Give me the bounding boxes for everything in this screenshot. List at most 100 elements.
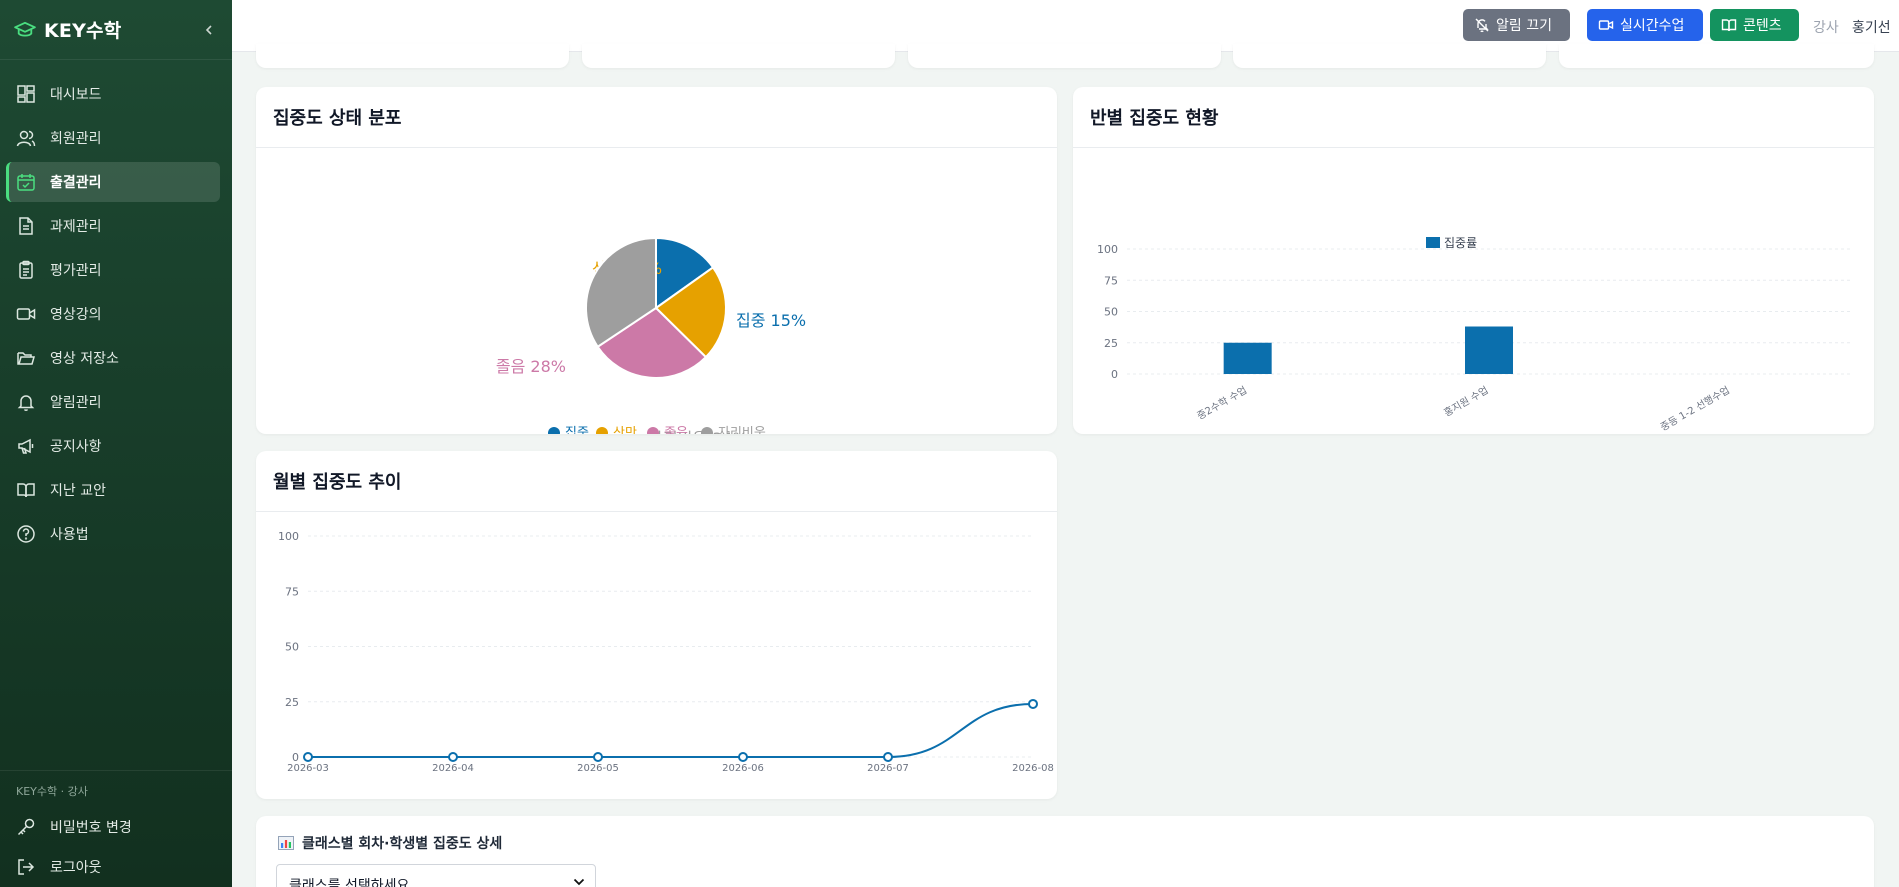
dashboard-icon — [17, 85, 35, 103]
y-tick-label: 75 — [285, 585, 299, 598]
sidebar-item-label: 평가관리 — [50, 263, 102, 279]
sidebar-item-past-lessons[interactable]: 지난 교안 — [6, 470, 220, 510]
sidebar-item-dashboard[interactable]: 대시보드 — [6, 74, 220, 114]
sidebar-item-video-storage[interactable]: 영상 저장소 — [6, 338, 220, 378]
brand: KEY수학 — [0, 0, 232, 60]
sidebar-item-label: 대시보드 — [50, 87, 102, 103]
mute-label: 알림 끄기 — [1496, 18, 1552, 34]
bell-icon — [17, 395, 35, 412]
legend-marker — [647, 427, 659, 434]
class-focus-card: 반별 집중도 현황 0 25 50 75 100 중2수학 수업 홍지원 수업 중등 1-2 … — [1073, 87, 1874, 434]
sidebar-item-assignments[interactable]: 과제관리 — [6, 206, 220, 246]
chevron-left-icon — [205, 24, 212, 35]
legend-label: 자리비움 — [718, 426, 766, 434]
x-tick-label: 2026-05 — [577, 763, 619, 774]
video-icon — [1598, 20, 1614, 30]
data-point — [738, 752, 748, 762]
sidebar-item-label: 회원관리 — [50, 131, 102, 147]
y-tick-label: 50 — [285, 641, 299, 654]
stat-card — [908, 44, 1221, 68]
stat-card — [1233, 44, 1546, 68]
content-label: 콘텐츠 — [1743, 18, 1782, 34]
bell-off-icon — [1475, 18, 1489, 33]
chevron-down-icon — [573, 878, 585, 886]
logout-button[interactable]: 로그아웃 — [6, 847, 220, 887]
stat-card — [256, 44, 569, 68]
slice-label: 집중 15% — [736, 311, 806, 330]
data-point — [303, 752, 313, 762]
y-tick-label: 25 — [285, 696, 299, 709]
detail-title-text: 클래스별 회차·학생별 집중도 상세 — [302, 836, 503, 852]
y-tick-label: 50 — [1104, 306, 1118, 319]
key-icon — [17, 818, 35, 836]
book-open-icon — [1721, 19, 1737, 32]
sidebar-item-label: 영상강의 — [50, 307, 102, 323]
sidebar-item-members[interactable]: 회원관리 — [6, 118, 220, 158]
stat-card — [582, 44, 895, 68]
calendar-check-icon — [17, 174, 35, 191]
graduation-cap-icon — [14, 21, 36, 37]
legend-marker — [1426, 237, 1440, 248]
x-tick-label: 2026-04 — [432, 763, 474, 774]
sidebar-item-notices[interactable]: 공지사항 — [6, 426, 220, 466]
live-label: 실시간수업 — [1620, 18, 1685, 34]
legend-label: 집중 — [565, 426, 589, 434]
pie-slice-1 — [655, 236, 715, 310]
bar — [1465, 326, 1513, 374]
data-point — [883, 752, 893, 762]
x-tick-label: 중등 1-2 선행수업 — [1658, 383, 1732, 433]
pie-slice-3 — [596, 306, 708, 379]
sidebar-role: KEY수학 · 강사 — [16, 785, 88, 798]
legend-marker — [596, 427, 608, 434]
monthly-trend-card: 월별 집중도 추이 0 25 50 75 100 2026-03 2026-04 2026-0… — [256, 451, 1057, 799]
data-point — [593, 752, 603, 762]
pie-slice-2 — [654, 266, 727, 359]
y-tick-label: 25 — [1104, 337, 1118, 350]
series-line — [308, 702, 1034, 758]
detail-title: 클래스별 회차·학생별 집중도 상세 — [278, 833, 502, 853]
sidebar-item-notifications[interactable]: 알림관리 — [6, 382, 220, 422]
sidebar-item-label: 지난 교안 — [50, 483, 106, 499]
x-tick-label: 2026-08 — [1012, 763, 1054, 774]
legend-label: 졸음 — [664, 426, 688, 434]
live-class-button[interactable]: 실시간수업 — [1587, 9, 1703, 41]
y-tick-label: 100 — [278, 530, 299, 543]
y-tick-label: 100 — [1097, 243, 1118, 256]
sidebar-item-label: 출결관리 — [50, 175, 102, 191]
class-select[interactable]: 클래스를 선택하세요 — [276, 864, 596, 887]
sidebar-item-video-lectures[interactable]: 영상강의 — [6, 294, 220, 334]
sidebar-item-label: 영상 저장소 — [50, 351, 119, 367]
top-header: 알림 끄기 실시간수업 콘텐츠 강사 홍기선 — [232, 0, 1899, 52]
content-button[interactable]: 콘텐츠 — [1710, 9, 1799, 41]
card-title: 월별 집중도 추이 — [256, 451, 1057, 512]
sidebar-item-label: 공지사항 — [50, 439, 102, 455]
collapse-sidebar-button[interactable] — [200, 21, 218, 39]
change-password-button[interactable]: 비밀번호 변경 — [6, 807, 220, 847]
x-tick-label: 2026-07 — [867, 763, 909, 774]
sidebar-item-evaluation[interactable]: 평가관리 — [6, 250, 220, 290]
sidebar-item-label: 과제관리 — [50, 219, 102, 235]
bar-chart-icon — [278, 836, 294, 850]
sidebar-item-help[interactable]: 사용법 — [6, 514, 220, 554]
change-password-label: 비밀번호 변경 — [50, 820, 132, 836]
user-role: 강사 — [1813, 20, 1839, 36]
pie-slice-4 — [585, 236, 657, 349]
legend-marker — [701, 427, 713, 434]
users-icon — [16, 130, 36, 147]
slice-label: 졸음 28% — [496, 357, 566, 376]
help-icon — [17, 525, 35, 543]
legend-label: 집중률 — [1444, 236, 1477, 250]
sidebar-item-label: 사용법 — [50, 527, 89, 543]
sidebar-nav: 대시보드 회원관리 출결관리 과제관리 평가관리 영상강의 영상 저장소 알림 — [0, 60, 232, 554]
data-point — [448, 752, 458, 762]
user-name: 홍기선 — [1852, 20, 1891, 36]
sidebar-item-attendance[interactable]: 출결관리 — [6, 162, 220, 202]
mute-notifications-button[interactable]: 알림 끄기 — [1463, 9, 1570, 41]
class-select-value: 클래스를 선택하세요 — [289, 878, 410, 887]
megaphone-icon — [18, 438, 34, 454]
data-point — [1028, 698, 1038, 709]
brand-title: KEY수학 — [44, 20, 122, 42]
sidebar-footer: KEY수학 · 강사 비밀번호 변경 로그아웃 — [0, 770, 232, 887]
document-icon — [19, 217, 33, 235]
